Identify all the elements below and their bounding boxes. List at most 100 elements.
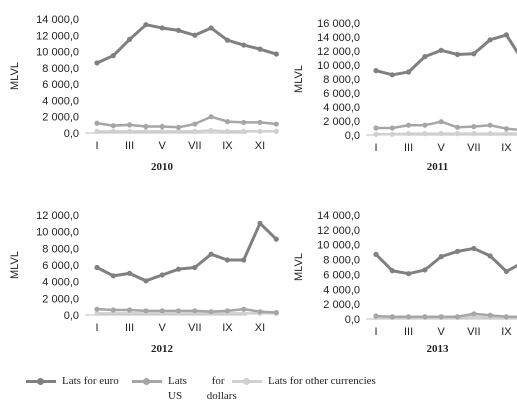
y-tick-label: 14 000,0 bbox=[36, 14, 79, 26]
chart-2011: 0,0 2 000,0 4 000,0 6 000,0 8 000,0 10 000,0 1… bbox=[293, 18, 517, 173]
data-point-usd-XII bbox=[273, 309, 279, 316]
data-point-usd-VIII bbox=[487, 122, 493, 128]
data-point-other-II bbox=[110, 128, 116, 134]
data-point-usd-IX bbox=[503, 314, 509, 320]
data-point-other-VII bbox=[192, 128, 198, 134]
data-point-other-XII bbox=[273, 128, 279, 134]
data-point-other-I bbox=[94, 128, 100, 134]
x-tick-label: VII bbox=[188, 322, 201, 334]
y-tick-label: 16 000,0 bbox=[317, 18, 360, 30]
data-point-usd-XI bbox=[257, 119, 263, 126]
data-point-euro-IV bbox=[422, 54, 428, 60]
chart-title: 2010 bbox=[151, 161, 174, 173]
data-point-other-IX bbox=[224, 128, 230, 134]
series-euro bbox=[373, 32, 517, 78]
data-point-usd-III bbox=[127, 122, 133, 128]
data-point-usd-V bbox=[159, 123, 165, 130]
data-point-usd-III bbox=[127, 307, 133, 313]
y-tick-label: 8 000,0 bbox=[42, 243, 79, 255]
chart-title: 2011 bbox=[427, 161, 448, 173]
x-tick-label: V bbox=[438, 326, 446, 338]
x-tick-label: III bbox=[125, 322, 134, 334]
data-point-usd-XII bbox=[273, 121, 279, 127]
data-point-other-I bbox=[373, 131, 379, 137]
data-point-usd-VI bbox=[454, 314, 461, 320]
series-other bbox=[94, 127, 279, 134]
legend-label-other: Lats for other currencies bbox=[268, 375, 376, 387]
series-line-other bbox=[376, 132, 517, 136]
series-line-usd bbox=[96, 307, 277, 314]
y-tick-label: 10 000,0 bbox=[317, 60, 360, 72]
legend-marker-other-icon bbox=[232, 378, 262, 385]
data-point-euro-XI bbox=[257, 46, 263, 52]
data-point-usd-III bbox=[406, 314, 412, 320]
y-tick-label: 2 000,0 bbox=[42, 112, 79, 124]
series-line-usd bbox=[375, 312, 517, 319]
series-usd bbox=[373, 311, 517, 320]
data-point-usd-V bbox=[438, 119, 444, 125]
y-tick-label: 8 000,0 bbox=[323, 255, 360, 267]
data-point-euro-I bbox=[373, 251, 379, 257]
data-point-euro-III bbox=[406, 69, 412, 75]
series-euro bbox=[94, 22, 279, 66]
data-point-usd-I bbox=[373, 125, 379, 131]
y-tick-label: 4 000,0 bbox=[42, 95, 79, 107]
chart-2012: 0,0 2 000,0 4 000,0 6 000,0 8 000,0 10 000,0 1… bbox=[9, 210, 279, 355]
series-line-other bbox=[97, 129, 277, 133]
y-tick-label: 12 000,0 bbox=[317, 225, 360, 237]
series-euro bbox=[94, 220, 279, 284]
y-tick-label: 12 000,0 bbox=[317, 46, 360, 58]
data-point-usd-VII bbox=[192, 308, 198, 314]
data-point-other-III bbox=[127, 128, 133, 134]
data-point-other-X bbox=[241, 310, 247, 316]
y-tick-label: 6 000,0 bbox=[323, 88, 360, 100]
y-axis-label: MLVL bbox=[293, 65, 305, 93]
chart-2010: 0,0 2 000,0 4 000,0 6 000,0 8 000,0 10 000,0 1… bbox=[9, 14, 279, 173]
data-point-other-IX bbox=[503, 131, 509, 137]
data-point-euro-III bbox=[406, 271, 412, 277]
series-line-usd bbox=[376, 120, 517, 131]
x-tick-label: V bbox=[159, 322, 167, 334]
data-point-euro-II bbox=[389, 72, 395, 78]
data-point-euro-VIII bbox=[487, 253, 493, 259]
x-tick-label: XI bbox=[255, 322, 265, 334]
data-point-usd-VIII bbox=[487, 312, 493, 318]
chart-2013: 0,0 2 000,0 4 000,0 6 000,0 8 000,0 10 000,0 1… bbox=[293, 210, 517, 355]
series-line-euro bbox=[374, 246, 517, 276]
y-tick-label: 4 000,0 bbox=[323, 284, 360, 296]
x-tick-label: V bbox=[159, 140, 167, 152]
x-tick-label: I bbox=[95, 140, 98, 152]
data-point-euro-VII bbox=[192, 264, 198, 271]
data-point-usd-I bbox=[373, 313, 379, 319]
data-point-usd-V bbox=[438, 314, 444, 320]
data-point-other-IV bbox=[143, 128, 149, 134]
y-tick-label: 2 000,0 bbox=[323, 299, 360, 311]
x-tick-label: IX bbox=[222, 322, 233, 334]
series-line-euro bbox=[96, 221, 278, 283]
y-tick-label: 2 000,0 bbox=[323, 116, 360, 128]
legend-label-euro: Lats for euro bbox=[62, 375, 119, 387]
data-point-usd-VI bbox=[175, 308, 182, 314]
series-line-usd bbox=[96, 115, 277, 129]
y-tick-label: 12 000,0 bbox=[36, 30, 79, 42]
data-point-usd-III bbox=[406, 122, 412, 128]
data-point-usd-XI bbox=[257, 309, 263, 315]
x-tick-label: XI bbox=[255, 140, 265, 152]
data-point-euro-I bbox=[94, 60, 100, 66]
data-point-euro-V bbox=[438, 47, 444, 53]
x-tick-label: IX bbox=[222, 140, 233, 152]
data-point-euro-II bbox=[110, 273, 116, 279]
series-usd bbox=[373, 119, 517, 132]
y-axis-label: MLVL bbox=[293, 253, 305, 281]
data-point-euro-IX bbox=[224, 257, 230, 263]
y-axis-label: MLVL bbox=[9, 251, 21, 279]
data-point-euro-I bbox=[373, 68, 379, 74]
data-point-usd-IX bbox=[224, 308, 230, 314]
data-point-other-VI bbox=[454, 131, 461, 137]
y-axis-label: MLVL bbox=[9, 62, 21, 90]
data-point-euro-VI bbox=[175, 266, 182, 272]
x-tick-label: I bbox=[374, 326, 377, 338]
data-point-euro-XI bbox=[257, 220, 263, 226]
series-other bbox=[373, 131, 517, 137]
y-tick-label: 10 000,0 bbox=[36, 47, 79, 59]
